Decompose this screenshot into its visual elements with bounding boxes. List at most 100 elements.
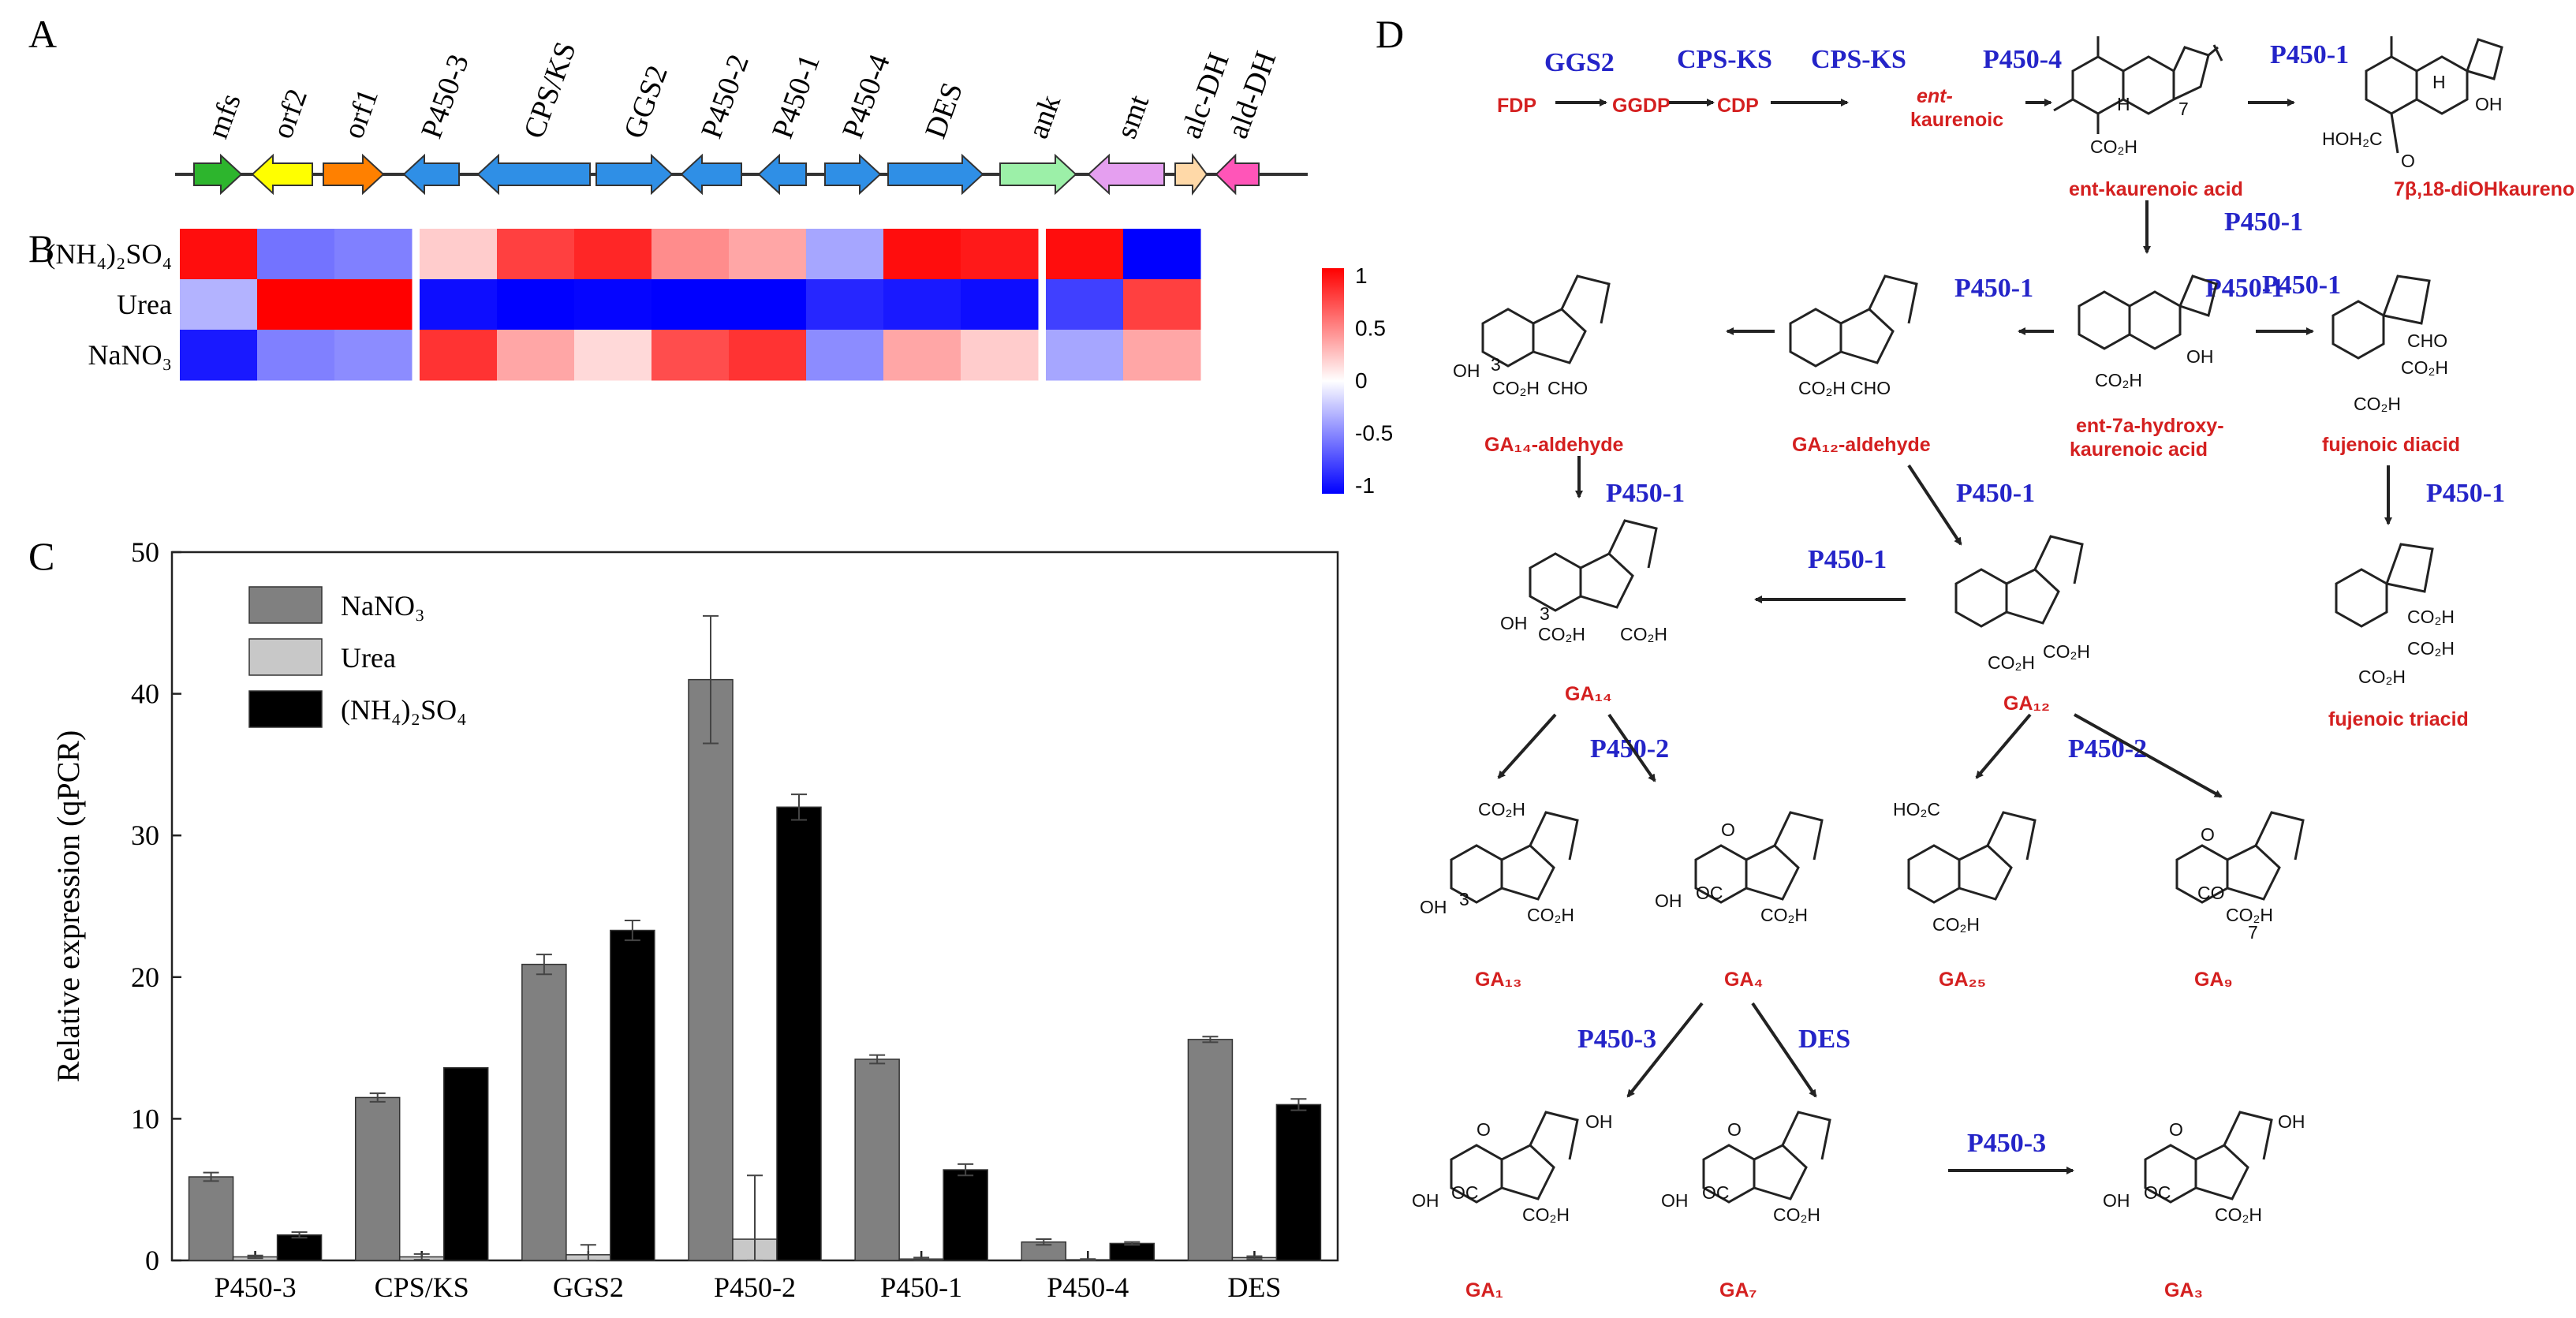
heatmap-cell [729, 279, 807, 330]
structure-hydroxy-kaurenoic-acid: OH CO₂H [2078, 274, 2218, 390]
heatmap-cell [1046, 279, 1124, 330]
atom-label: CO₂H [2226, 905, 2273, 925]
heatmap-cell [651, 330, 730, 381]
legend-swatch [248, 638, 323, 676]
atom-label: O [2201, 824, 2215, 845]
colorbar-tick-label: -1 [1355, 473, 1375, 498]
bar [188, 1176, 234, 1261]
heatmap-cell [806, 279, 884, 330]
heatmap-cell [574, 279, 652, 330]
structure-ga14-aldehyde: OH 3 CHO CO₂H [1453, 274, 1611, 398]
legend-swatch [248, 690, 323, 728]
atom-label: OH [1585, 1111, 1613, 1132]
structure-fujenoic-triacid: CO₂H CO₂H CO₂H [2335, 543, 2455, 687]
colorbar [1322, 268, 1344, 494]
atom-label: 3 [1540, 603, 1550, 624]
legend-label: (NH₄)₂SO₄ [341, 694, 467, 726]
gene-label: P450-1 [766, 50, 827, 144]
atom-label: 3 [1459, 889, 1469, 909]
enzyme-label: P450-1 [2270, 40, 2349, 69]
atom-label: OC [1696, 883, 1723, 903]
bar [442, 1066, 489, 1261]
enzyme-label: P450-3 [1577, 1025, 1656, 1054]
enzyme-label: CPS-KS [1677, 45, 1772, 74]
heatmap-cell [497, 229, 575, 280]
x-tick-label: P450-1 [880, 1271, 962, 1303]
panel-label-b: B [28, 226, 54, 271]
atom-label: OC [1451, 1182, 1479, 1203]
structure-ga3: O OH OH OC CO₂H [2103, 1111, 2305, 1225]
heatmap-row-label: Urea [117, 289, 172, 320]
atom-label: OH [1661, 1190, 1689, 1211]
structure-ga7: O OH OC CO₂H [1661, 1111, 1831, 1225]
gene-arrow [251, 153, 313, 196]
atom-label: CO₂H [2358, 666, 2406, 687]
gene-arrow [402, 153, 460, 196]
atom-label: CO [2197, 883, 2225, 903]
structure-ga9: O CO CO₂H 7 [2175, 811, 2305, 943]
gene-label: P450-2 [695, 50, 756, 144]
bar [354, 1096, 401, 1261]
reaction-arrow [1907, 464, 1962, 546]
atom-label: CO₂H [1492, 378, 1540, 398]
atom-label: CO₂H [2354, 394, 2401, 414]
enzyme-label: CPS-KS [1811, 45, 1906, 74]
compound-label: GA₁₂ [2003, 693, 2050, 715]
heatmap-cell [180, 279, 258, 330]
structure-ga4: O OH OC CO₂H [1655, 811, 1824, 925]
heatmap-cell [497, 279, 575, 330]
heatmap-cell [651, 279, 730, 330]
heatmap-cell [1046, 229, 1124, 280]
heatmap-cell [1123, 279, 1201, 330]
atom-label: OC [2144, 1182, 2171, 1203]
heatmap-cell [257, 229, 335, 280]
x-tick-label: GGS2 [553, 1271, 624, 1303]
bar [521, 963, 567, 1261]
atom-label: CO₂H [2090, 136, 2137, 157]
enzyme-label: P450-1 [2224, 207, 2303, 237]
colorbar-tick-label: 0 [1355, 368, 1368, 393]
atom-label: CO₂H [2215, 1204, 2262, 1225]
enzyme-label: P450-1 [1606, 479, 1685, 508]
bar [688, 678, 734, 1261]
atom-label: 3 [1491, 354, 1501, 375]
gene-arrow [757, 153, 807, 196]
bar [610, 929, 655, 1261]
compound-label: GA₄ [1724, 969, 1763, 991]
atom-label: OH [2475, 94, 2503, 114]
atom-label: OH [1453, 360, 1480, 381]
gene-arrow [680, 153, 742, 196]
bar [276, 1234, 323, 1261]
gene-label: ank [1021, 91, 1067, 143]
gene-arrow [887, 153, 984, 196]
atom-label: O [2401, 151, 2415, 171]
enzyme-label: P450-4 [1983, 45, 2062, 74]
heatmap-cell [257, 330, 335, 381]
compound-label: CDP [1717, 95, 1759, 117]
heatmap-cell [729, 330, 807, 381]
atom-label: CHO [1850, 378, 1891, 398]
compound-label: GA₁₄ [1565, 683, 1612, 705]
gene-label: smt [1110, 91, 1155, 143]
compound-label: fujenoic diacid [2322, 434, 2460, 456]
compound-label: GA₉ [2194, 969, 2233, 991]
colorbar-tick-label: 0.5 [1355, 316, 1386, 341]
enzyme-label: P450-1 [1954, 274, 2033, 303]
heatmap-cell [497, 330, 575, 381]
atom-label: 7 [2178, 99, 2189, 119]
enzyme-label: P450-1 [2426, 479, 2505, 508]
enzyme-label: DES [1798, 1025, 1850, 1054]
compound-label: GA₃ [2164, 1279, 2203, 1301]
gene-arrow [999, 153, 1077, 196]
heatmap-cell [420, 229, 498, 280]
heatmap-cell [883, 229, 961, 280]
heatmap-cell [1123, 229, 1201, 280]
gene-arrow [1174, 153, 1208, 196]
gene-label: orf2 [266, 84, 314, 143]
compound-label: GA₂₅ [1939, 969, 1986, 991]
y-tick-label: 50 [131, 536, 159, 568]
gene-label: DES [919, 78, 969, 143]
gene-cluster-panel: mfs orf2 orf1 P450-3 CPS/KS GGS2 P450-2 P450-1 P… [175, 38, 1308, 196]
enzyme-label: P450-1 [2205, 274, 2284, 303]
atom-label: OH [2186, 346, 2214, 367]
